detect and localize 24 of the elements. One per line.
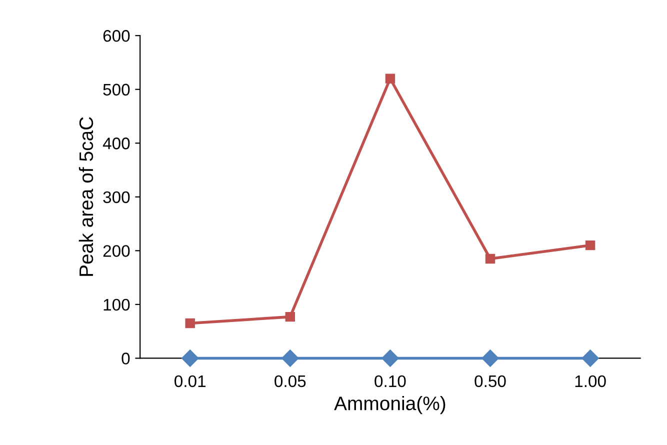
y-tick-label: 200 bbox=[103, 245, 130, 257]
point bbox=[385, 74, 396, 84]
y-tick-label: 0 bbox=[122, 352, 130, 364]
x-tick-label: 0.10 bbox=[374, 375, 406, 388]
x-tick-label: 0.01 bbox=[174, 375, 206, 388]
y-tick-label: 500 bbox=[103, 84, 130, 96]
x-tick-label: 0.50 bbox=[474, 375, 506, 388]
point bbox=[582, 350, 599, 367]
x-axis-title: Ammonia(%) bbox=[334, 396, 446, 414]
point bbox=[285, 312, 296, 322]
x-tick-label: 1.00 bbox=[575, 375, 606, 388]
y-tick-label: 300 bbox=[103, 191, 130, 204]
point bbox=[585, 240, 596, 250]
x-tick-label: 0.05 bbox=[274, 375, 306, 388]
point bbox=[485, 254, 496, 264]
y-tick-label: 600 bbox=[103, 30, 130, 42]
y-tick-label: 100 bbox=[104, 298, 130, 311]
point bbox=[382, 350, 399, 367]
point bbox=[182, 350, 199, 367]
point bbox=[482, 350, 499, 367]
point bbox=[185, 318, 195, 328]
point bbox=[282, 350, 299, 367]
y-tick-label: 400 bbox=[102, 138, 130, 150]
y-axis-title: Peak area of 5caC bbox=[78, 117, 94, 276]
